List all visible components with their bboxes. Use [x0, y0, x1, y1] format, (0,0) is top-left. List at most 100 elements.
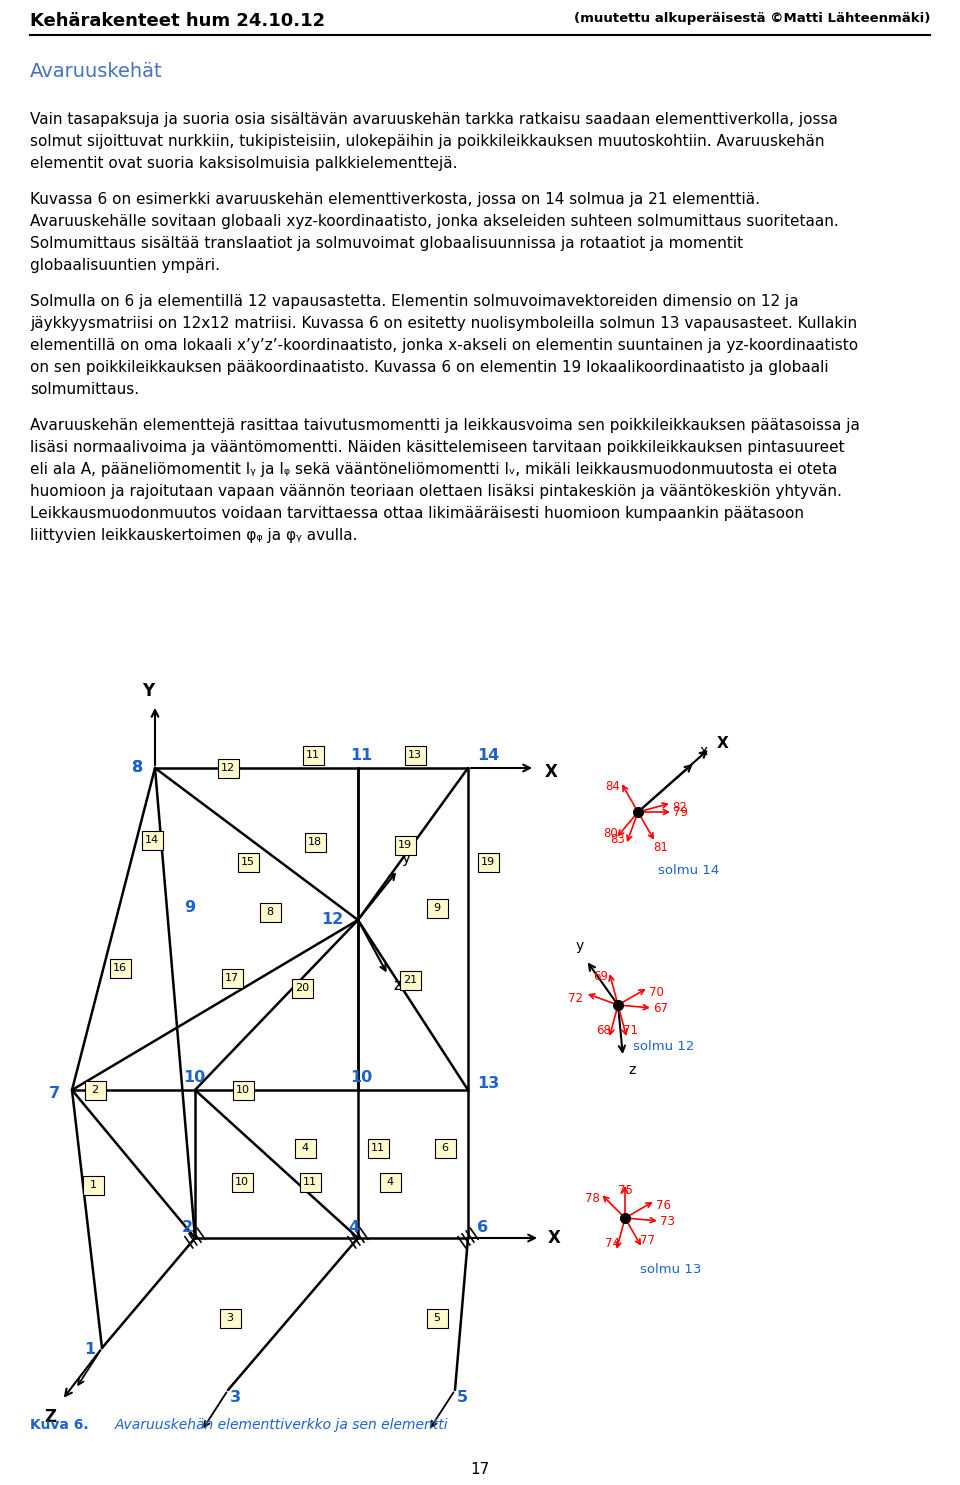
FancyBboxPatch shape	[141, 830, 162, 849]
FancyBboxPatch shape	[435, 1139, 455, 1157]
Text: 8: 8	[132, 760, 143, 775]
Text: lisäsi normaalivoima ja vääntömomentti. Näiden käsittelemiseen tarvitaan poikkil: lisäsi normaalivoima ja vääntömomentti. …	[30, 440, 845, 454]
Text: Avaruuskehälle sovitaan globaali xyz-koordinaatisto, jonka akseleiden suhteen so: Avaruuskehälle sovitaan globaali xyz-koo…	[30, 214, 839, 229]
Text: 14: 14	[145, 835, 159, 845]
Text: 3: 3	[227, 1313, 233, 1323]
Text: 75: 75	[617, 1185, 633, 1197]
FancyBboxPatch shape	[395, 836, 416, 854]
Text: X: X	[548, 1230, 561, 1247]
Text: solmumittaus.: solmumittaus.	[30, 382, 139, 396]
Text: 21: 21	[403, 976, 417, 985]
Text: 15: 15	[241, 857, 255, 867]
Text: 10: 10	[350, 1071, 372, 1086]
Text: 13: 13	[408, 750, 422, 760]
Text: 1: 1	[84, 1342, 95, 1357]
Text: Avaruuskehät: Avaruuskehät	[30, 62, 162, 82]
Text: Vain tasapaksuja ja suoria osia sisältävän avaruuskehän tarkka ratkaisu saadaan : Vain tasapaksuja ja suoria osia sisältäv…	[30, 111, 838, 128]
Text: solmut sijoittuvat nurkkiin, tukipisteisiin, ulokepäihin ja poikkileikkauksen mu: solmut sijoittuvat nurkkiin, tukipisteis…	[30, 134, 825, 149]
Text: 4: 4	[301, 1143, 308, 1152]
FancyBboxPatch shape	[368, 1139, 389, 1157]
Text: 4: 4	[348, 1221, 359, 1236]
Text: 17: 17	[225, 973, 239, 983]
Text: 74: 74	[606, 1237, 620, 1250]
FancyBboxPatch shape	[399, 971, 420, 989]
Text: 2: 2	[182, 1221, 193, 1236]
FancyBboxPatch shape	[304, 833, 325, 851]
Text: 77: 77	[640, 1234, 655, 1247]
FancyBboxPatch shape	[218, 759, 238, 778]
FancyBboxPatch shape	[220, 1308, 241, 1328]
Text: Avaruuskehän elementtiverkko ja sen elementti: Avaruuskehän elementtiverkko ja sen elem…	[115, 1418, 448, 1432]
Text: 9: 9	[184, 900, 195, 915]
Text: y: y	[576, 939, 584, 953]
FancyBboxPatch shape	[300, 1173, 321, 1191]
Text: 79: 79	[674, 805, 688, 818]
Text: 83: 83	[611, 833, 625, 846]
Text: 82: 82	[672, 802, 687, 814]
Text: 6: 6	[442, 1143, 448, 1152]
Text: 1: 1	[89, 1181, 97, 1189]
Text: 76: 76	[656, 1198, 671, 1212]
Text: 18: 18	[308, 838, 322, 846]
Text: 13: 13	[477, 1075, 499, 1090]
Text: Kehärakenteet hum 24.10.12: Kehärakenteet hum 24.10.12	[30, 12, 325, 30]
Text: Kuvassa 6 on esimerkki avaruuskehän elementtiverkosta, jossa on 14 solmua ja 21 : Kuvassa 6 on esimerkki avaruuskehän elem…	[30, 192, 760, 206]
FancyBboxPatch shape	[84, 1081, 106, 1099]
FancyBboxPatch shape	[379, 1173, 400, 1191]
Text: 6: 6	[477, 1221, 488, 1236]
Text: 16: 16	[113, 962, 127, 973]
Text: solmu 13: solmu 13	[640, 1264, 702, 1276]
Text: 11: 11	[303, 1178, 317, 1187]
Text: 80: 80	[603, 827, 618, 841]
Text: 17: 17	[470, 1463, 490, 1478]
Text: 10: 10	[235, 1178, 249, 1187]
Text: 73: 73	[660, 1215, 675, 1228]
FancyBboxPatch shape	[292, 979, 313, 998]
FancyBboxPatch shape	[109, 958, 131, 977]
FancyBboxPatch shape	[237, 852, 258, 872]
FancyBboxPatch shape	[83, 1176, 104, 1194]
Text: on sen poikkileikkauksen pääkoordinaatisto. Kuvassa 6 on elementin 19 lokaalikoo: on sen poikkileikkauksen pääkoordinaatis…	[30, 359, 828, 376]
Text: Y: Y	[142, 682, 154, 699]
Text: z: z	[393, 979, 401, 993]
FancyBboxPatch shape	[404, 745, 425, 765]
FancyBboxPatch shape	[426, 898, 447, 918]
Text: z: z	[628, 1063, 636, 1077]
Text: X: X	[545, 763, 558, 781]
Text: Solmulla on 6 ja elementillä 12 vapausastetta. Elementin solmuvoimavektoreiden d: Solmulla on 6 ja elementillä 12 vapausas…	[30, 294, 799, 309]
FancyBboxPatch shape	[302, 745, 324, 765]
Text: liittyvien leikkauskertoimen φᵩ ja φᵧ avulla.: liittyvien leikkauskertoimen φᵩ ja φᵧ av…	[30, 529, 357, 544]
Text: 5: 5	[434, 1313, 441, 1323]
Text: 2: 2	[91, 1086, 99, 1094]
Text: 69: 69	[593, 970, 609, 983]
Text: solmu 14: solmu 14	[658, 864, 719, 878]
Text: Avaruuskehän elementtejä rasittaa taivutusmomentti ja leikkausvoima sen poikkile: Avaruuskehän elementtejä rasittaa taivut…	[30, 417, 860, 434]
Text: x: x	[700, 744, 708, 757]
Text: Leikkausmuodonmuutos voidaan tarvittaessa ottaa likimääräisesti huomioon kumpaan: Leikkausmuodonmuutos voidaan tarvittaess…	[30, 506, 804, 521]
Text: 68: 68	[596, 1025, 612, 1038]
Text: 12: 12	[321, 912, 343, 928]
Text: 10: 10	[236, 1086, 250, 1094]
Text: 3: 3	[230, 1390, 241, 1405]
Text: elementillä on oma lokaali x’y’z’-koordinaatisto, jonka x-akseli on elementin su: elementillä on oma lokaali x’y’z’-koordi…	[30, 339, 858, 353]
Text: 71: 71	[622, 1025, 637, 1038]
Text: 11: 11	[350, 747, 372, 762]
Text: 11: 11	[371, 1143, 385, 1152]
Text: eli ala A, pääneliömomentit Iᵧ ja Iᵩ sekä vääntöneliömomentti Iᵥ, mikäli leikkau: eli ala A, pääneliömomentit Iᵧ ja Iᵩ sek…	[30, 462, 837, 477]
Text: globaalisuuntien ympäri.: globaalisuuntien ympäri.	[30, 258, 220, 273]
Text: 7: 7	[49, 1086, 60, 1100]
Text: 4: 4	[387, 1178, 394, 1187]
FancyBboxPatch shape	[222, 968, 243, 988]
Text: y: y	[402, 851, 411, 866]
FancyBboxPatch shape	[426, 1308, 447, 1328]
Text: elementit ovat suoria kaksisolmuisia palkkielementtejä.: elementit ovat suoria kaksisolmuisia pal…	[30, 156, 458, 171]
Text: 8: 8	[132, 760, 143, 775]
FancyBboxPatch shape	[232, 1081, 253, 1099]
FancyBboxPatch shape	[259, 903, 280, 922]
Text: 70: 70	[649, 986, 663, 999]
Text: 72: 72	[567, 992, 583, 1004]
Text: Z: Z	[44, 1408, 56, 1426]
Text: 81: 81	[653, 841, 668, 854]
Text: 67: 67	[654, 1001, 668, 1014]
Text: huomioon ja rajoitutaan vapaan väännön teoriaan olettaen lisäksi pintakeskiön ja: huomioon ja rajoitutaan vapaan väännön t…	[30, 484, 842, 499]
